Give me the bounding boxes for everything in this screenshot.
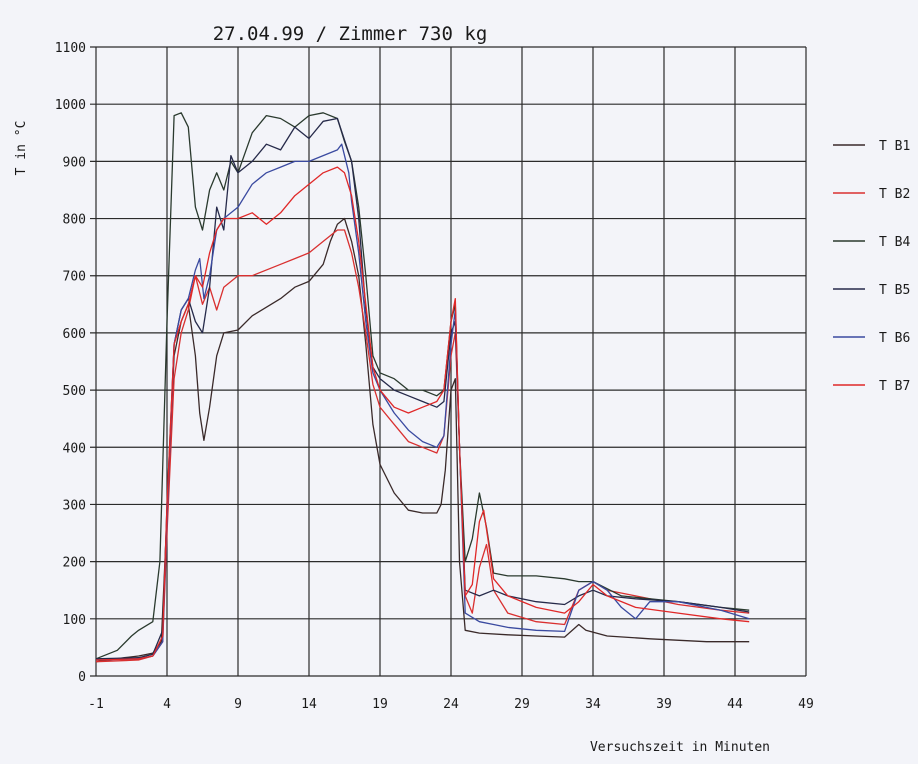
legend-label: T B2 [879,187,910,202]
y-tick-label: 400 [63,441,86,456]
x-tick-label: 29 [514,697,530,712]
x-tick-label: 34 [585,697,601,712]
legend-label: T B4 [879,235,910,250]
x-tick-label: 9 [234,697,242,712]
y-tick-label: 700 [63,270,86,285]
y-tick-label: 100 [63,613,86,628]
legend-label: T B1 [879,139,910,154]
x-tick-label: 19 [372,697,388,712]
series-lines [95,112,750,663]
y-tick-label: 1100 [55,41,86,56]
y-tick-label: 300 [63,498,86,513]
x-tick-label: 39 [656,697,672,712]
x-tick-label: 24 [443,697,459,712]
legend-label: T B7 [879,379,910,394]
grid [90,46,807,677]
y-tick-label: 800 [63,213,86,228]
y-tick-label: 200 [63,556,86,571]
y-axis-label: T in °C [14,121,29,176]
series-line-t-b6 [95,143,750,661]
x-tick-label: 44 [727,697,743,712]
y-tick-label: 600 [63,327,86,342]
x-tick-label: 4 [163,697,171,712]
x-tick-label: -1 [88,697,104,712]
y-tick-label: 500 [63,384,86,399]
series-line-t-b5 [95,117,750,660]
series-line-t-b7 [95,166,750,661]
legend: T B1 T B2 T B4 T B5 T B6 T B7 [833,139,910,394]
series-line-t-b4 [95,112,750,660]
y-tick-label: 900 [63,155,86,170]
y-tick-label: 1000 [55,98,86,113]
x-axis-label: Versuchszeit in Minuten [590,740,770,755]
y-tick-label: 0 [78,670,86,685]
x-tick-label: 49 [798,697,814,712]
chart-title: 27.04.99 / Zimmer 730 kg [213,23,488,45]
tick-labels: -1 4 9 14 19 24 29 34 39 44 4901002003004005006007… [55,41,814,712]
legend-label: T B5 [879,283,910,298]
x-tick-label: 14 [301,697,317,712]
legend-label: T B6 [879,331,910,346]
